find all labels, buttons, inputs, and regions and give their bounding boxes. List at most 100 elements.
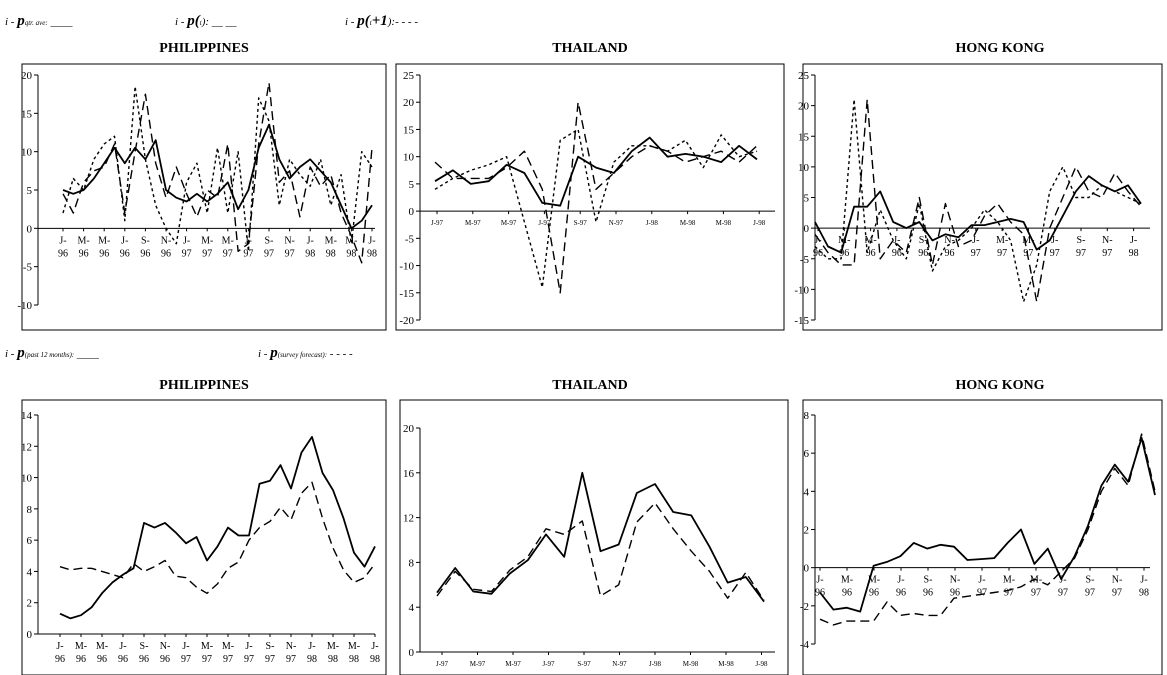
y-tick-label: 4 bbox=[27, 566, 33, 578]
y-tick-label: -4 bbox=[800, 639, 810, 651]
series-line-dash bbox=[819, 433, 1156, 626]
x-tick-label: J-98 bbox=[649, 660, 662, 668]
x-tick-label: J- bbox=[307, 235, 314, 246]
y-tick-label: 8 bbox=[804, 410, 810, 422]
legend-symbol: p bbox=[17, 13, 25, 29]
legend-prefix: i - bbox=[345, 16, 358, 28]
y-tick-label: 0 bbox=[804, 223, 810, 235]
chart-frame bbox=[399, 399, 789, 675]
y-tick-label: 5 bbox=[409, 179, 415, 191]
legend-symbol: p bbox=[17, 345, 25, 361]
legend-subscript: qtr. ave: bbox=[24, 19, 48, 27]
x-tick-label: M-97 bbox=[470, 660, 486, 668]
x-tick-label: S- bbox=[265, 235, 274, 246]
x-tick-label: 97 bbox=[997, 248, 1007, 259]
x-tick-label: J- bbox=[59, 235, 66, 246]
x-tick-label: 96 bbox=[918, 248, 928, 259]
x-tick-label: M- bbox=[77, 235, 89, 246]
x-tick-label: M-98 bbox=[718, 660, 734, 668]
x-tick-label: 97 bbox=[244, 654, 254, 665]
x-tick-label: 96 bbox=[139, 654, 149, 665]
y-tick-label: -10 bbox=[399, 261, 414, 273]
chart-title: HONG KONG bbox=[955, 41, 1044, 56]
x-tick-label: J- bbox=[371, 641, 378, 652]
x-tick-label: M- bbox=[201, 641, 213, 652]
x-tick-label: J- bbox=[183, 235, 190, 246]
series-line-dash bbox=[814, 98, 1142, 303]
x-tick-label: J- bbox=[56, 641, 63, 652]
legend-prefix: i - bbox=[175, 16, 188, 28]
y-tick-label: 2 bbox=[27, 598, 33, 610]
y-tick-label: 6 bbox=[804, 448, 810, 460]
x-tick-label: J- bbox=[897, 575, 904, 586]
chart-title: THAILAND bbox=[552, 41, 627, 56]
x-tick-label: 98 bbox=[1139, 588, 1149, 599]
x-tick-label: J- bbox=[119, 641, 126, 652]
x-tick-label: 97 bbox=[202, 248, 212, 259]
y-tick-label: 25 bbox=[798, 70, 810, 82]
series-line-dot bbox=[434, 128, 758, 288]
x-tick-label: 96 bbox=[58, 248, 68, 259]
x-tick-label: M- bbox=[868, 575, 880, 586]
x-tick-label: J- bbox=[816, 575, 823, 586]
y-tick-label: 10 bbox=[21, 147, 33, 159]
x-tick-label: M- bbox=[325, 235, 337, 246]
x-tick-label: M- bbox=[75, 641, 87, 652]
x-tick-label: 96 bbox=[161, 248, 171, 259]
series-line-dash bbox=[62, 81, 373, 264]
y-tick-label: -10 bbox=[794, 284, 809, 296]
y-tick-label: 25 bbox=[403, 70, 415, 82]
chart-frame bbox=[395, 63, 785, 331]
x-tick-label: 98 bbox=[305, 248, 315, 259]
x-tick-label: 97 bbox=[265, 654, 275, 665]
legend-line-style: ):- - - - bbox=[387, 16, 418, 28]
x-tick-label: N-97 bbox=[612, 660, 627, 668]
x-tick-label: N- bbox=[160, 641, 171, 652]
x-tick-label: M-98 bbox=[683, 660, 699, 668]
x-tick-label: 96 bbox=[55, 654, 65, 665]
y-tick-label: 2 bbox=[804, 525, 810, 537]
legend-top-item2: i - p(t): __ __ bbox=[175, 13, 237, 30]
x-tick-label: 97 bbox=[223, 654, 233, 665]
x-tick-label: M- bbox=[348, 641, 360, 652]
x-tick-label: M- bbox=[327, 641, 339, 652]
legend-subscript: (past 12 months): bbox=[24, 351, 75, 359]
x-tick-label: 97 bbox=[1076, 248, 1086, 259]
legend-symbol: p( bbox=[357, 13, 370, 29]
chart-title: PHILIPPINES bbox=[159, 41, 249, 56]
series-line-solid bbox=[436, 471, 765, 603]
x-tick-label: 98 bbox=[1129, 248, 1139, 259]
x-tick-label: 97 bbox=[1058, 588, 1068, 599]
x-tick-label: 98 bbox=[349, 654, 359, 665]
y-tick-label: -2 bbox=[800, 601, 809, 613]
x-tick-label: 96 bbox=[896, 588, 906, 599]
legend-subscript: (survey forecast): bbox=[277, 351, 328, 359]
y-tick-label: 0 bbox=[804, 563, 810, 575]
x-tick-label: J-97 bbox=[436, 660, 449, 668]
x-tick-label: 98 bbox=[367, 248, 377, 259]
x-tick-label: 97 bbox=[1023, 248, 1033, 259]
x-tick-label: 97 bbox=[1031, 588, 1041, 599]
x-tick-label: 97 bbox=[1050, 248, 1060, 259]
x-tick-label: 97 bbox=[202, 654, 212, 665]
legend-top-item3: i - p(t+1):- - - - bbox=[345, 13, 418, 30]
x-tick-label: S- bbox=[1077, 235, 1086, 246]
series-line-dot bbox=[62, 85, 373, 253]
y-tick-label: -15 bbox=[399, 288, 414, 300]
x-tick-label: 96 bbox=[97, 654, 107, 665]
x-tick-label: M- bbox=[1022, 235, 1034, 246]
x-tick-label: N- bbox=[950, 575, 961, 586]
x-tick-label: 96 bbox=[842, 588, 852, 599]
y-tick-label: -5 bbox=[800, 254, 810, 266]
legend-bottom-item2: i - p(survey forecast): - - - - bbox=[258, 345, 353, 362]
x-tick-label: 96 bbox=[99, 248, 109, 259]
x-tick-label: 98 bbox=[326, 248, 336, 259]
legend-line-style: ____ bbox=[74, 348, 99, 360]
y-tick-label: -5 bbox=[23, 262, 33, 274]
x-tick-label: J-98 bbox=[646, 219, 659, 227]
x-tick-label: S-97 bbox=[574, 219, 588, 227]
series-line-solid bbox=[62, 123, 373, 230]
y-tick-label: 20 bbox=[21, 70, 33, 82]
y-tick-label: 4 bbox=[409, 602, 415, 614]
x-tick-label: M- bbox=[98, 235, 110, 246]
